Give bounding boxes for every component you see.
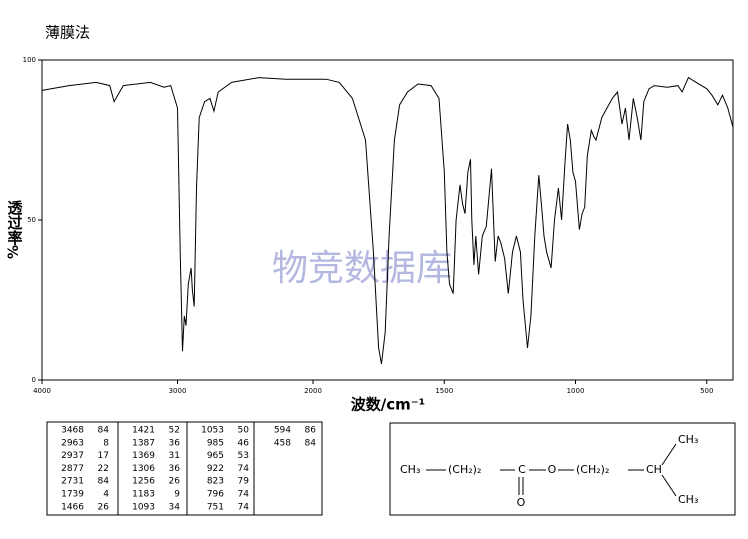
structure-label: (CH₂)₂	[448, 463, 481, 476]
peak-transmittance: 17	[98, 451, 109, 461]
peak-transmittance: 53	[238, 451, 249, 461]
peak-wavenumber: 1053	[201, 426, 224, 436]
y-axis-label: 透过率	[6, 200, 24, 246]
peak-transmittance: 86	[305, 426, 317, 436]
peak-wavenumber: 985	[207, 438, 224, 448]
peak-transmittance: 50	[238, 426, 250, 436]
peak-transmittance: 52	[169, 426, 180, 436]
x-tick-label: 500	[700, 387, 713, 395]
x-tick-label: 2000	[304, 387, 322, 395]
peak-transmittance: 36	[169, 464, 181, 474]
peak-wavenumber: 1256	[132, 477, 155, 487]
peak-transmittance: 26	[98, 502, 110, 512]
peak-wavenumber: 922	[207, 464, 224, 474]
peak-transmittance: 8	[103, 438, 109, 448]
peak-transmittance: 74	[238, 464, 250, 474]
peak-wavenumber: 965	[207, 451, 224, 461]
peak-wavenumber: 751	[207, 502, 224, 512]
peak-transmittance: 84	[305, 438, 317, 448]
peak-transmittance: 36	[169, 438, 181, 448]
peak-wavenumber: 1093	[132, 502, 155, 512]
peak-wavenumber: 458	[274, 438, 291, 448]
peak-wavenumber: 594	[274, 426, 291, 436]
peak-transmittance: 74	[238, 502, 250, 512]
peak-table-frame	[46, 421, 323, 516]
peak-transmittance: 26	[169, 477, 181, 487]
peak-transmittance: 4	[103, 490, 109, 500]
peak-transmittance: 79	[238, 477, 250, 487]
peak-wavenumber: 1421	[132, 426, 155, 436]
peak-wavenumber: 1387	[132, 438, 155, 448]
peak-transmittance: 46	[238, 438, 250, 448]
peak-wavenumber: 1369	[132, 451, 155, 461]
structure-label: O	[548, 463, 557, 476]
peak-transmittance: 9	[174, 490, 180, 500]
structure-label: O	[517, 496, 526, 509]
structure-label: C	[518, 463, 526, 476]
x-axis-label: 波数/cm⁻¹	[351, 396, 426, 414]
chart-title: 薄膜法	[45, 24, 90, 42]
peak-transmittance: 31	[169, 451, 180, 461]
x-tick-label: 1500	[435, 387, 453, 395]
peak-transmittance: 84	[98, 426, 110, 436]
structure-bonds	[426, 443, 677, 497]
spectrum-line	[41, 76, 734, 365]
y-tick-label: 50	[27, 216, 36, 224]
peak-wavenumber: 2731	[61, 477, 84, 487]
structure-label: CH₃	[400, 463, 420, 476]
peak-transmittance: 74	[238, 490, 250, 500]
structure-label: (CH₂)₂	[576, 463, 609, 476]
structure-label: CH₃	[678, 433, 698, 446]
peak-wavenumber: 1466	[61, 502, 84, 512]
y-tick-label: 0	[32, 376, 36, 384]
peak-wavenumber: 796	[207, 490, 224, 500]
peak-wavenumber: 2877	[61, 464, 84, 474]
plot-frame	[41, 59, 734, 381]
y-axis-unit: %	[6, 245, 22, 259]
peak-transmittance: 22	[98, 464, 109, 474]
peak-wavenumber: 2963	[61, 438, 84, 448]
peak-transmittance: 34	[169, 502, 181, 512]
peak-wavenumber: 2937	[61, 451, 84, 461]
watermark: 物竞数据库	[272, 248, 452, 289]
peak-wavenumber: 3468	[61, 426, 84, 436]
structure-label: CH₃	[678, 493, 698, 506]
y-tick-label: 100	[23, 56, 36, 64]
structure-frame	[389, 422, 736, 516]
x-tick-label: 3000	[169, 387, 187, 395]
structure-label: CH	[646, 463, 662, 476]
peak-wavenumber: 1739	[61, 490, 84, 500]
x-tick-label: 1000	[567, 387, 585, 395]
peak-wavenumber: 1183	[132, 490, 155, 500]
peak-wavenumber: 823	[207, 477, 224, 487]
peak-transmittance: 84	[98, 477, 110, 487]
x-tick-label: 4000	[33, 387, 51, 395]
peak-wavenumber: 1306	[132, 464, 155, 474]
